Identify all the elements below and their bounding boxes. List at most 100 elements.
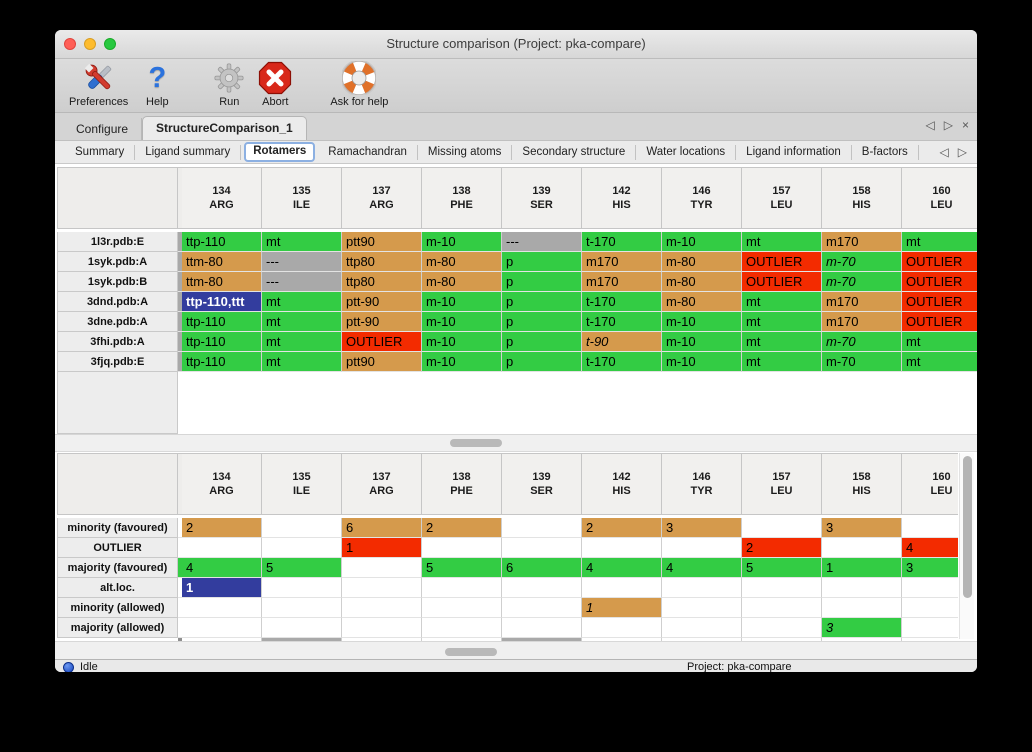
table-cell[interactable] bbox=[262, 618, 342, 638]
table-cell[interactable]: mt bbox=[742, 292, 822, 312]
table-cell[interactable]: 3 bbox=[662, 518, 742, 538]
table-cell[interactable]: m-10 bbox=[422, 352, 502, 372]
table-cell[interactable] bbox=[262, 538, 342, 558]
table-cell[interactable]: mt bbox=[742, 312, 822, 332]
table-cell[interactable]: t-90 bbox=[582, 332, 662, 352]
column-header[interactable]: 137 ARG bbox=[342, 453, 422, 515]
column-header[interactable]: 139 SER bbox=[502, 167, 582, 229]
table-cell[interactable]: t-170 bbox=[582, 292, 662, 312]
table-cell[interactable]: m-10 bbox=[662, 312, 742, 332]
table-cell[interactable]: 2 bbox=[182, 518, 262, 538]
table-cell[interactable]: t-170 bbox=[582, 232, 662, 252]
zoom-window-button[interactable] bbox=[104, 38, 116, 50]
table-cell[interactable] bbox=[422, 578, 502, 598]
table-cell[interactable]: 5 bbox=[422, 558, 502, 578]
subtab-ramachandran[interactable]: Ramachandran bbox=[318, 144, 418, 160]
table-cell[interactable]: 5 bbox=[262, 558, 342, 578]
abort-button[interactable]: Abort bbox=[252, 61, 298, 108]
ask-for-help-button[interactable]: Ask for help bbox=[324, 61, 394, 108]
table-cell[interactable]: --- bbox=[262, 272, 342, 292]
table-cell[interactable]: 2 bbox=[742, 538, 822, 558]
column-header[interactable]: 134 ARG bbox=[182, 453, 262, 515]
table-cell[interactable] bbox=[742, 618, 822, 638]
table-cell[interactable] bbox=[182, 598, 262, 618]
table-cell[interactable] bbox=[502, 618, 582, 638]
column-header[interactable]: 146 TYR bbox=[662, 453, 742, 515]
table-cell[interactable]: mt bbox=[902, 332, 977, 352]
table-cell[interactable]: p bbox=[502, 332, 582, 352]
column-header[interactable]: 139 SER bbox=[502, 453, 582, 515]
table-cell[interactable]: ptt-90 bbox=[342, 292, 422, 312]
table-cell[interactable]: m-10 bbox=[662, 232, 742, 252]
column-header[interactable]: 138 PHE bbox=[422, 167, 502, 229]
table-cell[interactable]: m170 bbox=[822, 312, 902, 332]
subtab-missing-atoms[interactable]: Missing atoms bbox=[418, 144, 513, 160]
table-cell[interactable]: m-10 bbox=[422, 332, 502, 352]
subtab-next-icon[interactable]: ▷ bbox=[957, 145, 967, 159]
table-cell[interactable]: m170 bbox=[582, 272, 662, 292]
table-cell[interactable]: 4 bbox=[182, 558, 262, 578]
table-cell[interactable]: t-170 bbox=[582, 312, 662, 332]
column-header[interactable]: 137 ARG bbox=[342, 167, 422, 229]
table-cell[interactable]: 3 bbox=[902, 558, 958, 578]
table-cell[interactable] bbox=[182, 538, 262, 558]
column-header[interactable]: 135 ILE bbox=[262, 167, 342, 229]
table-cell[interactable]: OUTLIER bbox=[902, 312, 977, 332]
table-cell[interactable] bbox=[662, 618, 742, 638]
table-cell[interactable] bbox=[422, 618, 502, 638]
table-cell[interactable]: --- bbox=[262, 252, 342, 272]
table-cell[interactable]: 3 bbox=[822, 518, 902, 538]
table-cell[interactable] bbox=[262, 578, 342, 598]
table-cell[interactable]: 1 bbox=[342, 538, 422, 558]
table-cell[interactable]: m-70 bbox=[822, 252, 902, 272]
table-cell[interactable]: m-10 bbox=[422, 312, 502, 332]
table-cell[interactable] bbox=[262, 598, 342, 618]
table-cell[interactable] bbox=[582, 578, 662, 598]
table-cell[interactable]: m-70 bbox=[822, 272, 902, 292]
table-cell[interactable]: m-70 bbox=[822, 332, 902, 352]
table-cell[interactable]: ttp80 bbox=[342, 252, 422, 272]
run-button[interactable]: Run bbox=[206, 61, 252, 108]
table-cell[interactable]: m-70 bbox=[822, 352, 902, 372]
table-cell[interactable]: 4 bbox=[902, 538, 958, 558]
table-cell[interactable] bbox=[902, 618, 958, 638]
table-cell[interactable]: 2 bbox=[422, 518, 502, 538]
table-cell[interactable]: 2 bbox=[582, 518, 662, 538]
table-cell[interactable]: mt bbox=[262, 332, 342, 352]
subtab-water-locations[interactable]: Water locations bbox=[636, 144, 737, 160]
table-cell[interactable] bbox=[662, 598, 742, 618]
table-cell[interactable]: 4 bbox=[582, 558, 662, 578]
table-cell[interactable] bbox=[582, 618, 662, 638]
splitter-handle[interactable] bbox=[450, 439, 502, 447]
table-cell[interactable]: ptt-90 bbox=[342, 312, 422, 332]
column-header[interactable]: 158 HIS bbox=[822, 167, 902, 229]
table-cell[interactable] bbox=[502, 538, 582, 558]
row-label[interactable]: 3dne.pdb:A bbox=[57, 312, 178, 332]
table-cell[interactable]: m-10 bbox=[422, 232, 502, 252]
table-cell[interactable] bbox=[342, 558, 422, 578]
table-cell[interactable]: 5 bbox=[742, 558, 822, 578]
tab-prev-icon[interactable]: ◁ bbox=[925, 118, 935, 132]
row-label[interactable]: minority (favoured) bbox=[57, 518, 178, 538]
table-cell[interactable]: mt bbox=[902, 352, 977, 372]
table-cell[interactable]: p bbox=[502, 312, 582, 332]
column-header[interactable]: 142 HIS bbox=[582, 167, 662, 229]
row-label[interactable]: majority (allowed) bbox=[57, 618, 178, 638]
table-cell[interactable] bbox=[342, 618, 422, 638]
close-window-button[interactable] bbox=[64, 38, 76, 50]
table-cell[interactable]: 3 bbox=[822, 618, 902, 638]
table-cell[interactable]: ttp80 bbox=[342, 272, 422, 292]
table-cell[interactable]: ptt90 bbox=[342, 352, 422, 372]
table-cell[interactable] bbox=[742, 578, 822, 598]
table-cell[interactable] bbox=[342, 598, 422, 618]
row-label[interactable]: majority (favoured) bbox=[57, 558, 178, 578]
table-cell[interactable] bbox=[822, 598, 902, 618]
table-cell[interactable]: ttp-110 bbox=[182, 232, 262, 252]
row-label[interactable]: 1syk.pdb:B bbox=[57, 272, 178, 292]
splitter-handle[interactable] bbox=[445, 648, 497, 656]
tab-next-icon[interactable]: ▷ bbox=[943, 118, 953, 132]
table-cell[interactable]: OUTLIER bbox=[342, 332, 422, 352]
table-cell[interactable]: m-10 bbox=[662, 332, 742, 352]
table-cell[interactable] bbox=[902, 518, 958, 538]
table-cell[interactable] bbox=[902, 578, 958, 598]
